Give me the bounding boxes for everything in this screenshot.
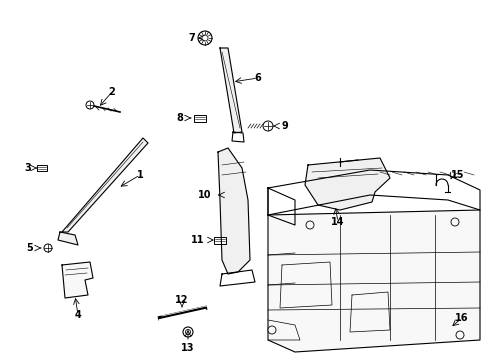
Text: 6: 6	[255, 73, 261, 83]
Circle shape	[44, 244, 52, 252]
Text: 1: 1	[137, 170, 144, 180]
Text: 4: 4	[74, 310, 81, 320]
FancyBboxPatch shape	[194, 114, 206, 122]
Circle shape	[186, 329, 191, 334]
Circle shape	[451, 218, 459, 226]
Circle shape	[306, 221, 314, 229]
Text: 7: 7	[189, 33, 196, 43]
Text: 3: 3	[24, 163, 31, 173]
Circle shape	[183, 327, 193, 337]
Text: 2: 2	[109, 87, 115, 97]
Polygon shape	[62, 138, 148, 232]
Text: 14: 14	[331, 217, 345, 227]
Polygon shape	[268, 210, 480, 352]
Polygon shape	[220, 48, 242, 133]
Text: 10: 10	[198, 190, 212, 200]
Circle shape	[86, 101, 94, 109]
Circle shape	[456, 331, 464, 339]
Text: 13: 13	[181, 343, 195, 353]
Circle shape	[268, 326, 276, 334]
Text: 16: 16	[455, 313, 469, 323]
Text: 9: 9	[282, 121, 289, 131]
Polygon shape	[218, 148, 250, 274]
Text: 12: 12	[175, 295, 189, 305]
Polygon shape	[305, 158, 390, 210]
Polygon shape	[62, 262, 93, 298]
FancyBboxPatch shape	[214, 237, 226, 243]
Text: 8: 8	[176, 113, 183, 123]
Text: 5: 5	[26, 243, 33, 253]
Text: 15: 15	[451, 170, 465, 180]
Circle shape	[202, 35, 208, 41]
FancyBboxPatch shape	[37, 165, 47, 171]
Text: 11: 11	[191, 235, 205, 245]
Polygon shape	[58, 232, 78, 245]
Circle shape	[198, 31, 212, 45]
Circle shape	[263, 121, 273, 131]
